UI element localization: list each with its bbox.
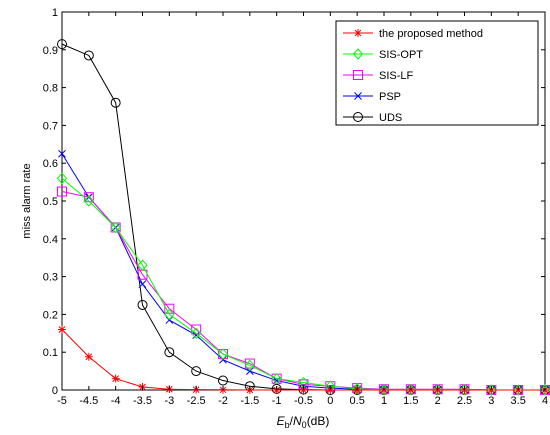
x-tick-label: 1.5 xyxy=(403,395,418,407)
x-label-sub-0: 0 xyxy=(302,420,307,430)
data-point xyxy=(512,384,524,396)
legend-marker xyxy=(354,92,362,100)
data-point xyxy=(83,195,95,207)
data-point xyxy=(244,359,256,372)
x-tick-label: 2.5 xyxy=(457,395,472,407)
data-point xyxy=(405,383,417,396)
legend-label: PSP xyxy=(379,91,401,103)
data-point xyxy=(218,375,228,386)
x-tick-label: -2 xyxy=(218,395,228,407)
y-tick-label: 0 xyxy=(52,385,58,397)
y-tick-label: 0.4 xyxy=(43,234,58,246)
y-tick-label: 0.5 xyxy=(43,196,58,208)
y-tick-label: 0.8 xyxy=(43,83,58,95)
legend-marker xyxy=(352,48,364,60)
x-tick-label: 1 xyxy=(381,395,387,407)
x-tick-label: -1.5 xyxy=(240,395,259,407)
x-tick-label: -3 xyxy=(164,395,174,407)
legend-label: UDS xyxy=(379,112,402,124)
data-point xyxy=(432,383,443,396)
x-label-unit: (dB) xyxy=(307,414,330,428)
legend: the proposed method SIS-OPT SIS-LF PSP UDS xyxy=(335,20,539,126)
x-axis-label: Eb/N0(dB) xyxy=(277,414,330,430)
x-tick-label: -3.5 xyxy=(133,395,152,407)
legend-marker xyxy=(353,70,363,80)
x-tick-label: -4 xyxy=(111,395,121,407)
y-tick-label: 0.2 xyxy=(43,309,58,321)
data-point xyxy=(539,384,550,396)
data-point xyxy=(56,172,68,185)
x-tick-label: -4.5 xyxy=(79,395,98,407)
x-label-e: E xyxy=(277,414,286,428)
data-point xyxy=(192,331,201,340)
legend-marker xyxy=(353,112,363,122)
x-tick-label: 2 xyxy=(435,395,441,407)
legend-label: SIS-LF xyxy=(379,70,414,82)
data-point xyxy=(83,50,94,61)
data-point xyxy=(57,186,67,197)
legend-box xyxy=(335,20,539,126)
x-label-slash: / xyxy=(290,414,294,428)
x-tick-label: -0.5 xyxy=(294,395,313,407)
x-label-n: N xyxy=(293,414,302,428)
x-tick-label: -2.5 xyxy=(187,395,206,407)
y-tick-label: 0.3 xyxy=(43,272,58,284)
y-tick-label: 0.9 xyxy=(43,45,58,57)
data-point xyxy=(110,221,121,234)
x-tick-label: 0 xyxy=(327,395,333,407)
x-tick-label: 3.5 xyxy=(511,395,526,407)
data-point xyxy=(191,366,202,377)
y-tick-label: 1 xyxy=(52,7,58,19)
legend-entry: the proposed method xyxy=(343,28,483,40)
data-point xyxy=(378,383,390,396)
y-tick-label: 0.6 xyxy=(43,158,58,170)
legend-entry: PSP xyxy=(343,91,401,103)
x-tick-label: 0.5 xyxy=(350,395,365,407)
x-tick-label: 3 xyxy=(488,395,494,407)
data-point xyxy=(217,348,229,360)
y-axis-label: miss alarm rate xyxy=(21,163,33,238)
axes-layer: -5 -4.5 -4 -3.5 -3 -2.5 -2 -1.5 -1 -0.5 0 0.5 1 1.5 2 2… xyxy=(43,7,548,407)
data-point xyxy=(84,352,93,361)
legend-entry: UDS xyxy=(343,112,402,124)
y-tick-label: 0.1 xyxy=(43,347,58,359)
legend-entry: SIS-LF xyxy=(343,70,414,82)
data-point xyxy=(137,299,148,310)
data-point xyxy=(58,325,66,334)
data-point xyxy=(271,372,282,385)
legend-label: SIS-OPT xyxy=(379,49,423,61)
data-point xyxy=(137,259,148,272)
data-point xyxy=(111,374,120,383)
legend-marker xyxy=(354,29,362,37)
data-point xyxy=(138,280,147,289)
data-point xyxy=(459,383,470,396)
y-tick-label: 0.7 xyxy=(43,120,58,132)
x-tick-label: -1 xyxy=(272,395,282,407)
data-point xyxy=(190,327,202,340)
data-point xyxy=(486,384,497,396)
data-point xyxy=(164,308,175,321)
legend-label: the proposed method xyxy=(379,28,483,40)
legend-entry: SIS-OPT xyxy=(343,48,423,61)
data-point xyxy=(57,39,67,50)
data-point xyxy=(58,149,66,158)
data-point xyxy=(164,303,175,314)
data-point xyxy=(164,347,175,358)
x-tick-label: -5 xyxy=(57,395,67,407)
x-label-sub-b: b xyxy=(285,420,290,430)
data-point xyxy=(110,97,121,108)
x-tick-label: 4 xyxy=(542,395,548,407)
